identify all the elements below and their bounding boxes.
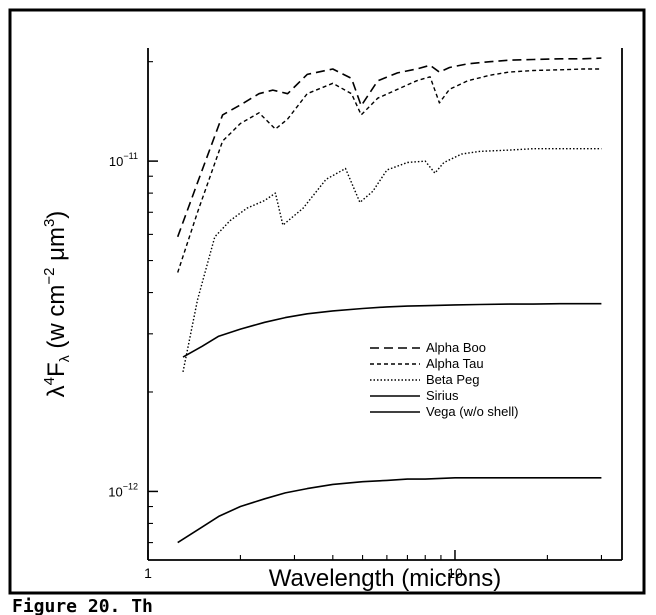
- y-label-exp3: 3: [41, 219, 58, 227]
- y-label-mid: μm: [43, 227, 70, 268]
- series-layer: [176, 57, 602, 544]
- y-tick-exponent: −12: [123, 481, 138, 491]
- series-line-4: [177, 476, 602, 544]
- y-label-f: F: [43, 362, 70, 377]
- y-label-lambda: λ: [43, 385, 70, 397]
- y-label-units: (w cm: [43, 285, 70, 356]
- x-tick-label: 10: [447, 565, 463, 581]
- y-label-exp-m2: −2: [41, 268, 58, 285]
- figure-frame: [8, 8, 646, 595]
- x-axis: 1 10: [144, 550, 602, 581]
- y-axis-title: λ4Fλ (w cm−2 μm3): [41, 211, 72, 398]
- legend-label: Vega (w/o shell): [426, 404, 519, 419]
- y-label-power4: 4: [41, 377, 58, 385]
- series-line-3: [182, 302, 602, 358]
- series-line-2: [182, 147, 602, 373]
- plot-frame: [147, 48, 623, 561]
- y-tick-base: 10: [109, 154, 123, 169]
- legend-label: Sirius: [426, 388, 459, 403]
- legend-label: Beta Peg: [426, 372, 480, 387]
- series-line-0: [176, 57, 602, 238]
- y-tick-label: 10−12: [108, 481, 138, 499]
- y-label-close: ): [43, 211, 70, 219]
- legend-label: Alpha Tau: [426, 356, 484, 371]
- x-tick-label: 1: [144, 565, 152, 581]
- y-tick-base: 10: [108, 484, 122, 499]
- y-label-sub: λ: [56, 355, 72, 362]
- y-tick-exponent: −11: [123, 151, 138, 161]
- x-axis-title: Wavelength (microns): [269, 565, 502, 592]
- y-tick-label: 10−11: [109, 151, 138, 169]
- legend-label: Alpha Boo: [426, 340, 486, 355]
- series-line-1: [177, 68, 602, 273]
- figure-caption: Figure 20. Th: [12, 596, 153, 615]
